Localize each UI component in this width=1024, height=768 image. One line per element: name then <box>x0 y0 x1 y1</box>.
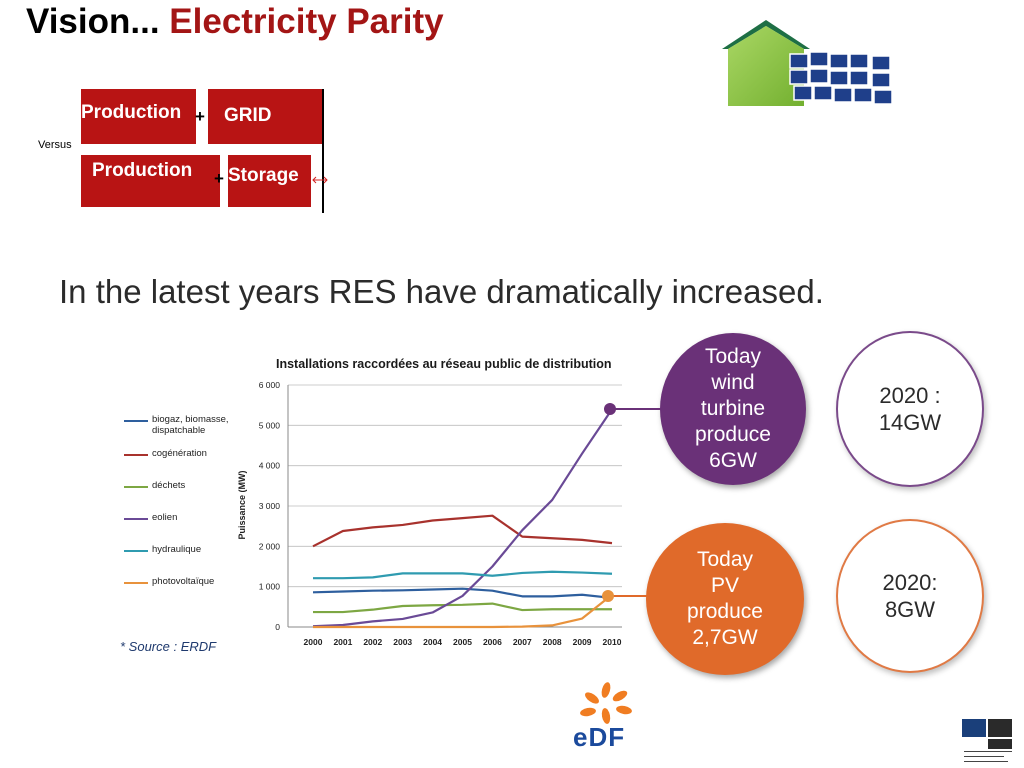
edf-logo-icon <box>580 682 632 724</box>
solar-house-icon <box>718 20 900 112</box>
series-line-déchets <box>313 602 612 614</box>
wind-2020-text: 2020 : 14GW <box>878 383 942 435</box>
x-tick-label: 2008 <box>543 637 562 647</box>
legend-label: cogénération <box>152 448 207 459</box>
double-arrow-icon <box>312 176 328 184</box>
legend-item: déchets <box>124 480 244 508</box>
storage-box: Storage <box>228 155 311 207</box>
legend-swatch <box>124 518 148 520</box>
x-tick-label: 2002 <box>363 637 382 647</box>
legend-item: eolien <box>124 512 244 540</box>
chart-axes: 0 1 000 2 000 3 000 4 000 5 000 6 000 2000 2001 2… <box>259 380 622 647</box>
versus-label: Versus <box>38 139 72 151</box>
legend-label: hydraulique <box>152 544 202 555</box>
x-tick-label: 2003 <box>393 637 412 647</box>
title-part2: Electricity Parity <box>169 2 444 41</box>
wind-today-circle: Today wind turbine produce 6GW <box>660 333 806 485</box>
pv-today-text: Today PV produce 2,7GW <box>687 548 763 649</box>
line-chart: 0 1 000 2 000 3 000 4 000 5 000 6 000 2000 2001 2… <box>237 380 622 647</box>
pv-2020-text: 2020: 8GW <box>882 570 938 622</box>
plus-sign-2: + <box>214 169 224 188</box>
y-tick-label: 2 000 <box>259 541 281 551</box>
comparison-line <box>322 89 324 213</box>
source-note: * Source : ERDF <box>120 639 217 654</box>
x-tick-label: 2010 <box>603 637 622 647</box>
y-tick-label: 4 000 <box>259 461 281 471</box>
y-tick-label: 0 <box>275 622 280 632</box>
x-tick-label: 2000 <box>304 637 323 647</box>
title-part1: Vision... <box>26 2 170 41</box>
wind-today-text: Today wind turbine produce 6GW <box>695 345 771 472</box>
chart-title: Installations raccordées au réseau publi… <box>276 357 612 371</box>
x-tick-label: 2004 <box>423 637 442 647</box>
x-tick-label: 2001 <box>333 637 352 647</box>
legend-label: biogaz, biomasse, dispatchable <box>152 414 229 436</box>
wind-2020-circle: 2020 : 14GW <box>836 331 984 487</box>
y-tick-label: 3 000 <box>259 501 281 511</box>
series-line-cogénération <box>312 514 613 548</box>
slide-heading: In the latest years RES have dramaticall… <box>59 273 824 310</box>
legend-label: déchets <box>152 480 186 491</box>
y-tick-label: 1 000 <box>259 582 281 592</box>
legend-item: biogaz, biomasse, dispatchable <box>124 414 244 442</box>
y-tick-label: 5 000 <box>259 420 281 430</box>
legend-swatch <box>124 550 148 552</box>
page-title: Vision... Electricity Parity <box>26 2 444 42</box>
production-grid-box: Production <box>81 89 196 144</box>
legend-item: cogénération <box>124 448 244 476</box>
grid-box: GRID <box>208 89 323 144</box>
legend-label: eolien <box>152 512 178 523</box>
production-storage-box: Production <box>81 155 220 207</box>
series-line-eolien <box>312 408 613 628</box>
x-tick-label: 2005 <box>453 637 472 647</box>
y-axis-label: Puissance (MW) <box>237 470 247 539</box>
production-label: Production <box>81 102 182 123</box>
storage-label: Storage <box>228 165 299 186</box>
legend-item: hydraulique <box>124 544 244 572</box>
plus-sign: + <box>195 107 205 126</box>
grid-label: GRID <box>224 105 272 126</box>
x-tick-label: 2007 <box>513 637 532 647</box>
legend-swatch <box>124 454 148 456</box>
legend-swatch <box>124 486 148 488</box>
pv-2020-circle: 2020: 8GW <box>836 519 984 673</box>
chart-series <box>312 408 613 629</box>
legend-item: photovoltaïque <box>124 576 244 604</box>
series-line-hydraulique <box>313 570 613 580</box>
x-tick-label: 2009 <box>573 637 592 647</box>
y-tick-label: 6 000 <box>259 380 281 390</box>
pv-today-circle: Today PV produce 2,7GW <box>646 523 804 675</box>
series-line-biogaz <box>312 587 613 600</box>
production-label-2: Production <box>92 160 193 181</box>
institut-mines-telecom-logo <box>962 719 1012 762</box>
series-line-photovoltaïque <box>313 593 613 629</box>
legend-label: photovoltaïque <box>152 576 215 587</box>
x-tick-label: 2006 <box>483 637 502 647</box>
legend-swatch <box>124 420 148 422</box>
legend-swatch <box>124 582 148 584</box>
edf-wordmark: eDF <box>573 722 626 752</box>
